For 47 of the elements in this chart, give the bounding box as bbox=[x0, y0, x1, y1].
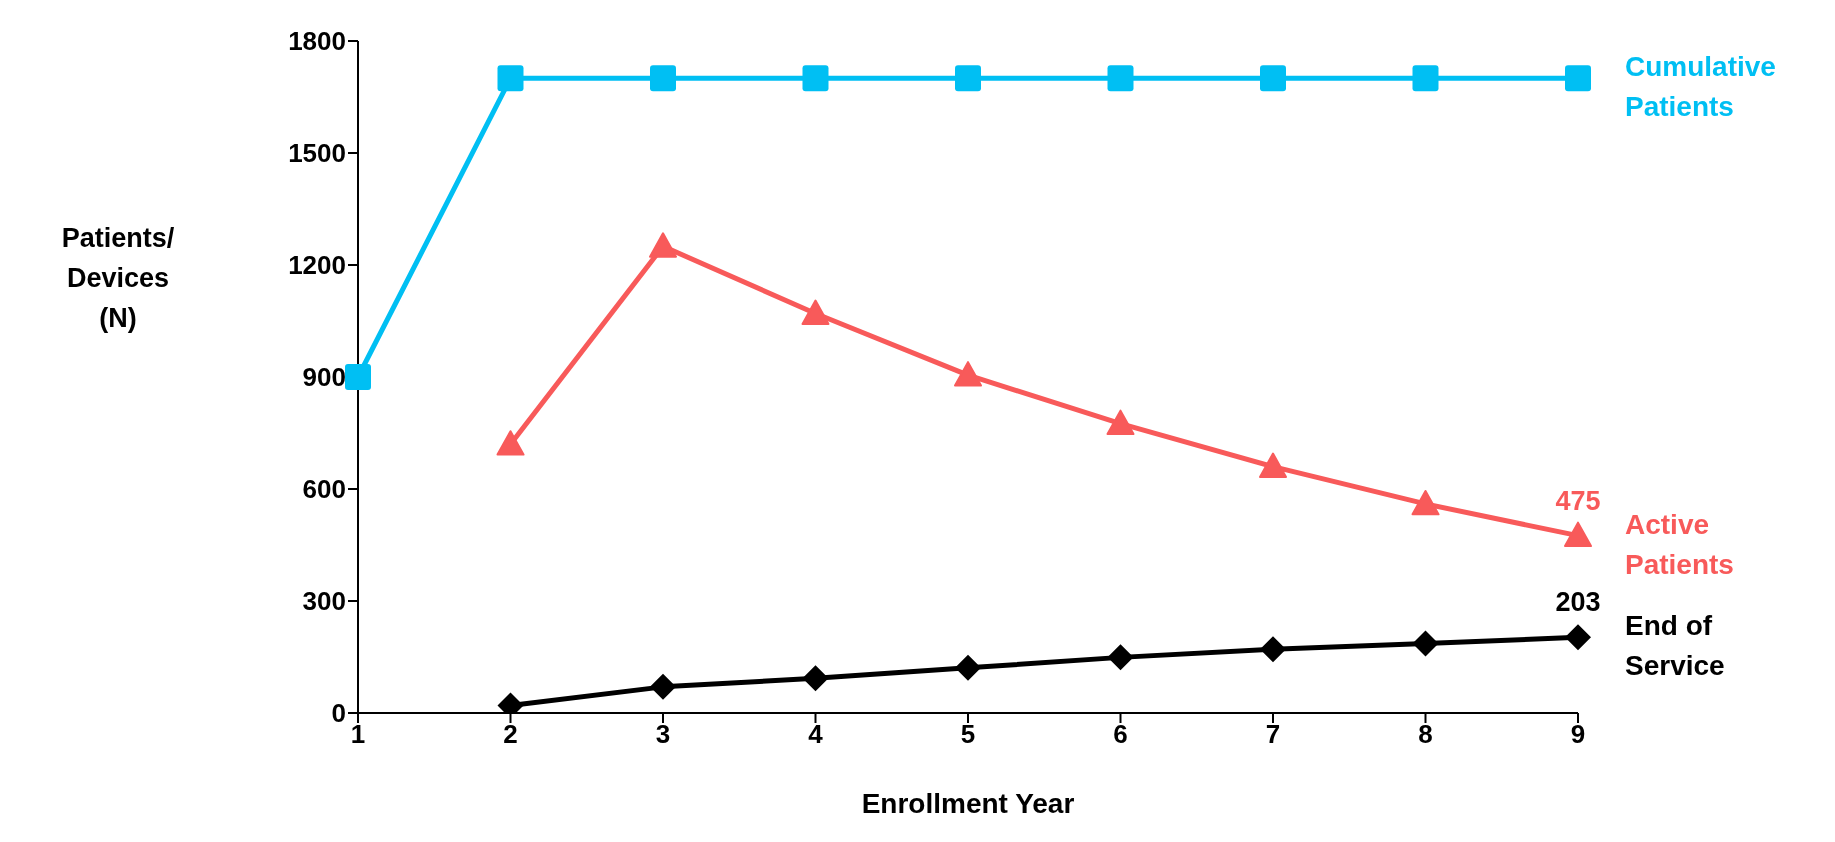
series-label: Active Patients bbox=[1625, 508, 1734, 580]
y-tick-label: 1800 bbox=[288, 26, 346, 57]
point bbox=[1259, 452, 1287, 478]
point bbox=[955, 654, 981, 681]
x-axis-title: Enrollment Year bbox=[861, 788, 1075, 819]
y-tick-label: 0 bbox=[331, 698, 346, 729]
point bbox=[1106, 409, 1135, 436]
point bbox=[1107, 65, 1134, 92]
x-tick-label: 3 bbox=[655, 719, 671, 750]
y-tick-label: 1500 bbox=[288, 138, 346, 169]
point bbox=[650, 65, 676, 92]
point bbox=[802, 665, 829, 692]
y-tick-label: 900 bbox=[302, 362, 346, 393]
x-tick-label: 2 bbox=[503, 719, 518, 750]
point bbox=[955, 65, 981, 92]
x-tick-label: 7 bbox=[1265, 719, 1281, 750]
y-axis-title: Patients/ Devices (N) bbox=[60, 222, 176, 335]
x-tick-label: 5 bbox=[960, 719, 976, 750]
point bbox=[954, 361, 982, 387]
point bbox=[1260, 636, 1286, 663]
point bbox=[1565, 65, 1591, 92]
point bbox=[1260, 65, 1286, 92]
point bbox=[801, 299, 830, 325]
x-tick-label: 4 bbox=[808, 719, 824, 750]
point bbox=[802, 65, 829, 92]
point bbox=[497, 65, 524, 92]
series-label: End of Service bbox=[1625, 610, 1725, 682]
x-tick-label: 9 bbox=[1570, 719, 1586, 750]
point bbox=[1564, 521, 1592, 548]
point bbox=[649, 232, 677, 258]
x-tick-label: 1 bbox=[350, 719, 366, 750]
point bbox=[1107, 644, 1134, 671]
y-tick-label: 300 bbox=[302, 586, 346, 617]
y-tick-label: 1200 bbox=[288, 250, 346, 281]
point bbox=[345, 364, 371, 390]
point bbox=[1565, 624, 1591, 651]
point bbox=[496, 430, 525, 456]
data-label: 475 bbox=[1555, 485, 1601, 516]
point bbox=[1411, 489, 1440, 516]
point bbox=[650, 673, 676, 700]
data-label: 203 bbox=[1555, 587, 1601, 618]
x-tick-label: 8 bbox=[1418, 719, 1433, 750]
series-label: Cumulative Patients bbox=[1625, 51, 1776, 123]
point bbox=[1412, 65, 1439, 92]
y-tick-label: 600 bbox=[302, 474, 346, 505]
x-tick-label: 6 bbox=[1113, 719, 1128, 750]
point bbox=[1412, 630, 1439, 657]
